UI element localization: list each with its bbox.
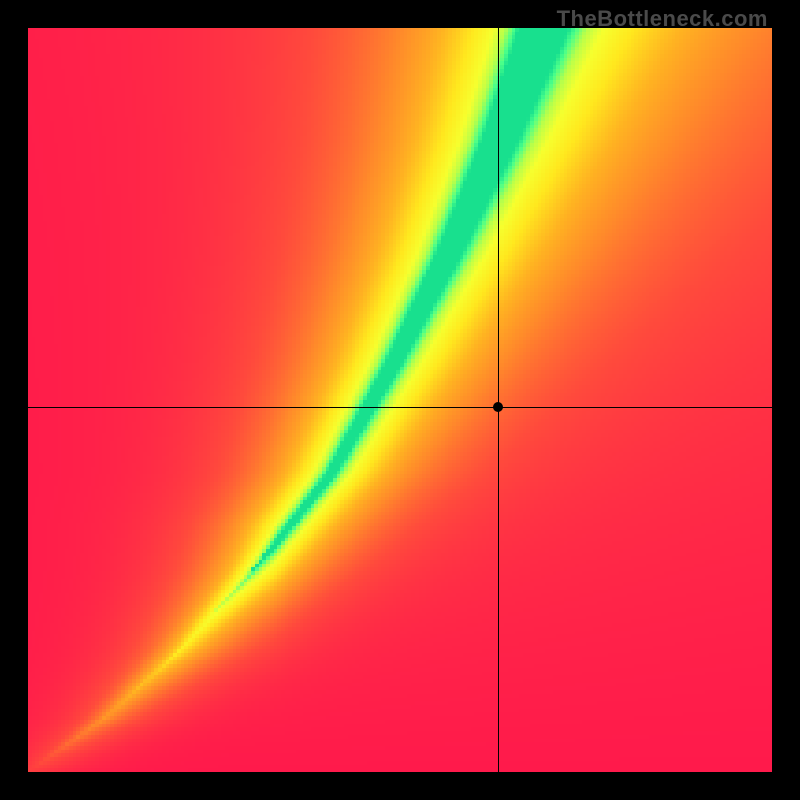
crosshair-horizontal bbox=[28, 407, 772, 408]
watermark-text: TheBottleneck.com bbox=[557, 6, 768, 32]
crosshair-vertical bbox=[498, 28, 499, 772]
heatmap-canvas bbox=[28, 28, 772, 772]
chart-container: TheBottleneck.com bbox=[0, 0, 800, 800]
